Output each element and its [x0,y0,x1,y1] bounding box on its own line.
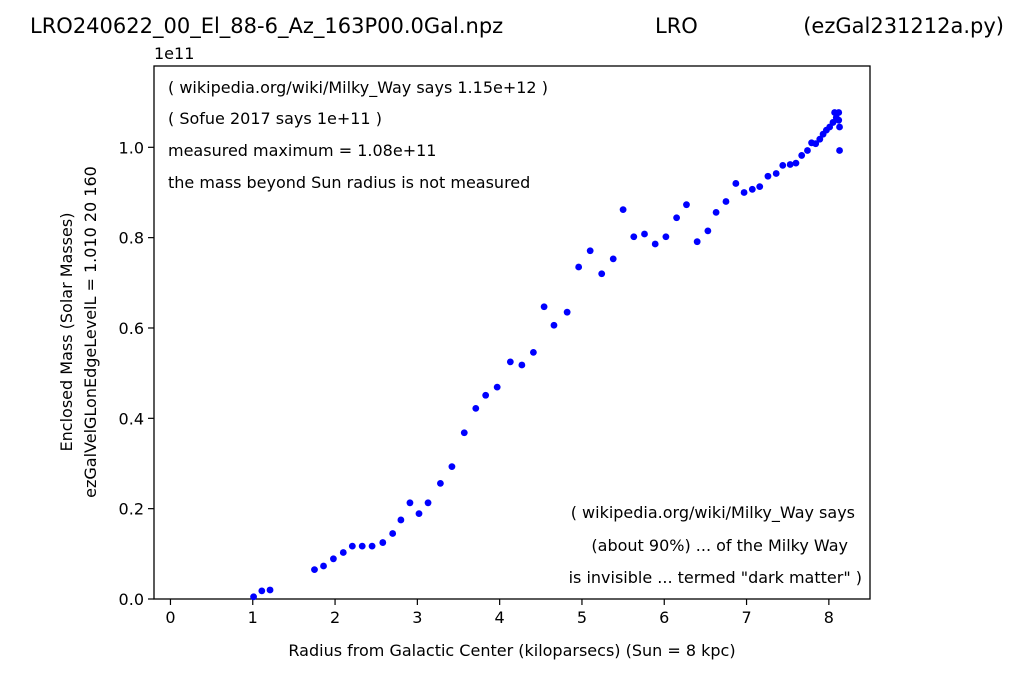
data-point [406,499,414,507]
data-point [437,479,444,487]
data-point [829,119,837,126]
data-point [816,135,824,143]
x-tick-label: 0 [165,608,175,627]
data-point [506,358,514,366]
data-point [348,542,356,550]
data-point [722,198,730,205]
y-axis-label-line1: Enclosed Mass (Solar Masses) [57,213,76,452]
data-point [311,566,318,574]
x-axis-label: Radius from Galactic Center (kiloparsecs… [288,641,735,660]
data-point [732,180,740,187]
x-tick-label: 2 [330,608,340,627]
data-point [424,499,432,507]
header-source-label: LRO [655,14,698,38]
x-tick-label: 7 [741,608,751,627]
data-point [835,109,843,116]
data-point [389,530,397,537]
data-point [482,391,490,399]
data-point [493,383,501,391]
data-point [804,147,811,154]
data-point [836,147,843,154]
data-point [397,516,405,524]
data-point [673,214,680,222]
data-point [448,463,456,471]
data-point [651,240,659,248]
data-point [683,201,690,209]
data-point [798,152,806,159]
data-point [704,227,712,235]
header-file-name: LRO240622_00_El_88-6_Az_163P00.0Gal.npz [30,14,503,39]
data-point [630,233,638,241]
data-point [836,123,843,131]
data-point [575,263,583,271]
data-point [379,539,387,546]
data-point [662,233,670,241]
data-points [250,109,843,601]
data-point [748,185,756,193]
data-point [693,238,701,246]
data-point [250,593,257,601]
data-point [339,549,347,556]
bottom-annotations: ( wikipedia.org/wiki/Milky_Way says (abo… [569,503,862,587]
y-tick-label: 0.6 [119,319,144,338]
data-point [266,586,274,594]
x-tick-label: 5 [577,608,587,627]
data-point [619,206,627,214]
y-tick-label: 0.4 [119,409,144,428]
data-point [786,161,794,168]
data-point [320,562,327,570]
y-tick-label: 0.0 [119,590,144,609]
annotation-dark-matter-line3: is invisible ... termed "dark matter" ) [569,568,862,587]
annotation-sofue-mass: ( Sofue 2017 says 1e+11 ) [168,109,382,128]
x-tick-label: 8 [824,608,834,627]
data-point [740,189,748,196]
data-point [258,587,266,595]
data-point [779,161,787,169]
data-point [835,116,843,124]
data-point [764,172,772,180]
y-axis-label-line2: ezGalVelGLonEdgeLevelL = 1.010 20 160 [81,166,100,498]
data-point [518,361,526,369]
data-point [358,542,366,550]
annotation-dark-matter-line1: ( wikipedia.org/wiki/Milky_Way says [571,503,855,523]
data-point [563,308,571,316]
data-point [368,542,376,550]
x-tick-label: 3 [412,608,422,627]
data-point [330,555,337,563]
x-tick-label: 4 [495,608,505,627]
y-axis-ticks: 0.0 0.2 0.4 0.6 0.8 1.0 [119,138,154,609]
annotation-beyond-sun-note: the mass beyond Sun radius is not measur… [168,173,530,192]
data-point [772,170,780,177]
x-axis-ticks: 0 1 2 3 4 5 6 7 8 [165,599,834,627]
y-tick-label: 1.0 [119,138,144,157]
annotation-wikipedia-mass: ( wikipedia.org/wiki/Milky_Way says 1.15… [168,78,548,98]
header-script-name: (ezGal231212a.py) [803,14,1004,38]
data-point [756,183,764,191]
data-point [472,404,480,412]
data-point [550,321,558,329]
y-offset-label: 1e11 [154,44,194,63]
data-point [529,348,537,356]
x-tick-label: 1 [248,608,258,627]
x-tick-label: 6 [659,608,669,627]
data-point [792,159,800,167]
data-point [609,255,617,263]
annotation-dark-matter-line2: (about 90%) ... of the Milky Way [591,536,848,555]
data-point [540,303,548,311]
plot-frame [153,65,871,600]
data-point [598,270,606,278]
data-point [415,510,423,518]
data-point [460,429,468,437]
data-point [586,247,594,255]
y-tick-label: 0.8 [119,229,144,248]
data-point [812,140,820,148]
data-point [712,208,720,216]
y-tick-label: 0.2 [119,500,144,519]
data-point [641,230,648,238]
top-annotations: ( wikipedia.org/wiki/Milky_Way says 1.15… [168,78,548,192]
annotation-measured-maximum: measured maximum = 1.08e+11 [168,141,436,160]
